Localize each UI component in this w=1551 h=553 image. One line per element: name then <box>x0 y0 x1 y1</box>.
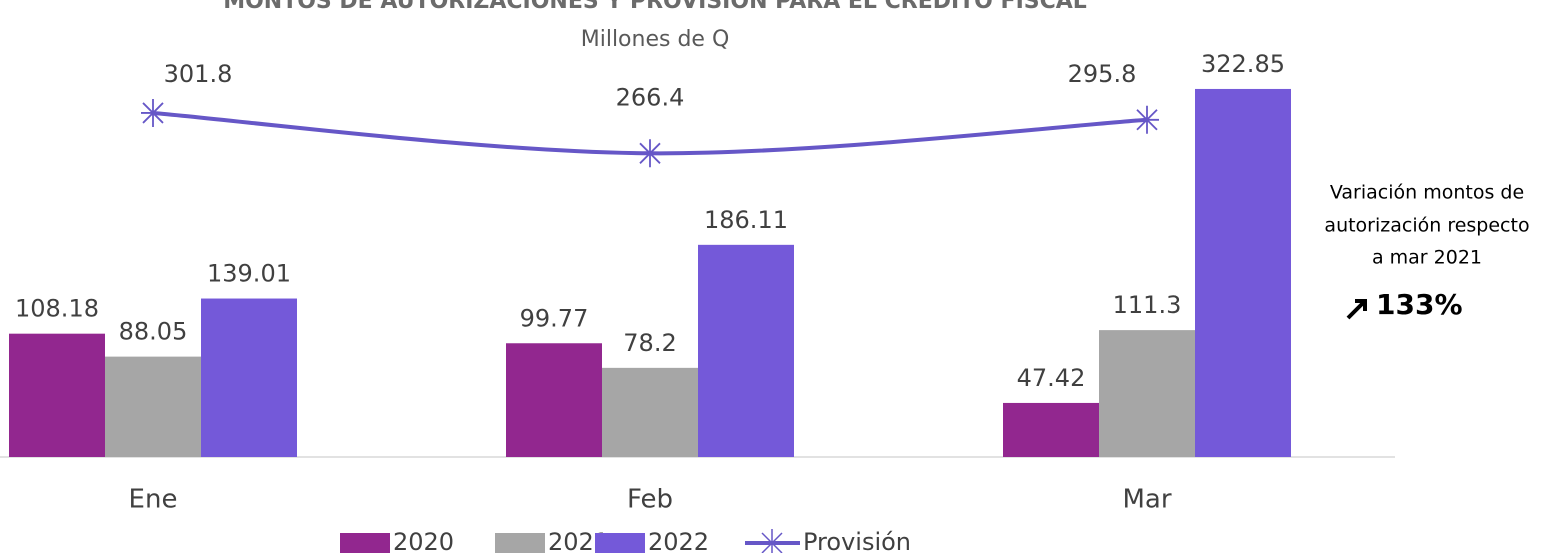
value-label: 47.42 <box>1017 364 1086 392</box>
bar <box>201 298 297 457</box>
bar <box>105 356 201 457</box>
value-label: 78.2 <box>623 329 676 357</box>
legend-label: 2020 <box>393 528 454 553</box>
legend-label: Provisión <box>803 528 911 553</box>
x-tick-label: Mar <box>1122 485 1171 515</box>
annotation-line: Variación montos de <box>1330 182 1524 204</box>
annotation-line: autorización respecto <box>1324 215 1529 237</box>
value-label: 266.4 <box>616 83 685 111</box>
value-label: 301.8 <box>164 60 233 88</box>
x-tick-label: Ene <box>129 485 178 515</box>
bar <box>1195 88 1291 458</box>
line-marker <box>1135 105 1159 134</box>
bar <box>1003 402 1099 457</box>
legend-label: 2022 <box>648 528 709 553</box>
chart-subtitle: Millones de Q <box>581 27 730 52</box>
bar <box>698 244 794 457</box>
annotation-value: 133% <box>1376 288 1463 321</box>
value-label: 88.05 <box>119 318 188 346</box>
line-marker <box>141 98 165 127</box>
value-label: 139.01 <box>207 260 291 288</box>
bar <box>602 367 698 457</box>
legend-swatch <box>495 533 545 553</box>
line-marker <box>638 139 662 168</box>
bar <box>506 343 602 457</box>
bar <box>9 333 105 457</box>
value-label: 295.8 <box>1068 60 1137 88</box>
legend-swatch <box>595 533 645 553</box>
value-label: 99.77 <box>520 304 589 332</box>
value-label: 111.3 <box>1113 291 1182 319</box>
x-tick-label: Feb <box>627 485 673 515</box>
bar <box>1099 330 1195 457</box>
value-label: 186.11 <box>704 206 788 234</box>
legend-marker <box>760 529 784 553</box>
value-label: 108.18 <box>15 295 99 323</box>
legend-swatch <box>340 533 390 553</box>
chart-title: MONTOS DE AUTORIZACIONES Y PROVISIÓN PAR… <box>223 0 1087 14</box>
arrow-icon <box>1346 299 1367 320</box>
value-label: 322.85 <box>1201 50 1285 78</box>
annotation-line: a mar 2021 <box>1372 247 1482 269</box>
